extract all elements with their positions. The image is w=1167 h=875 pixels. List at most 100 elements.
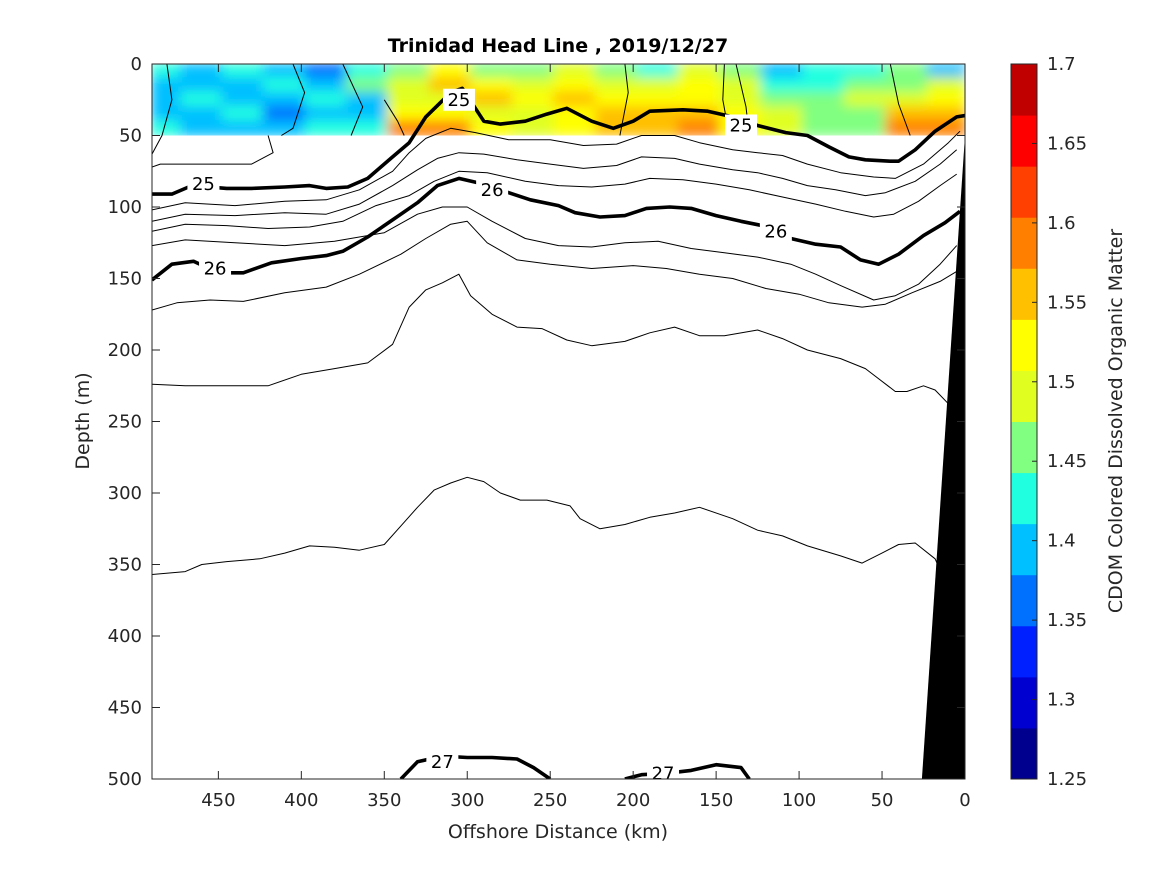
heatmap-cell <box>760 105 805 123</box>
heatmap-cell <box>304 120 348 137</box>
x-tick-label: 350 <box>367 790 401 811</box>
heatmap-cell <box>262 120 307 137</box>
heatmap-cell <box>802 120 846 137</box>
contour-label: 27 <box>652 763 675 784</box>
contour-line <box>152 206 958 301</box>
heatmap-cell <box>387 105 431 123</box>
heatmap-cell <box>345 91 390 108</box>
heatmap-cell <box>428 64 473 80</box>
heatmap-cell <box>221 120 265 137</box>
heatmap-cell <box>180 77 224 94</box>
heatmap-cell <box>511 105 556 123</box>
contour-line <box>152 135 274 168</box>
colorbar-segment <box>1011 115 1037 167</box>
heatmap-cell <box>677 120 722 137</box>
heatmap-cell <box>636 64 680 80</box>
heatmap-cell <box>387 64 431 80</box>
heatmap-cell <box>511 91 556 108</box>
colorbar-tick-label: 1.45 <box>1047 451 1087 472</box>
colorbar-segment <box>1011 421 1037 474</box>
contour-line <box>152 64 173 155</box>
colorbar-segment <box>1011 625 1037 678</box>
heatmap-cell <box>719 64 763 80</box>
colorbar-tick-label: 1.55 <box>1047 292 1087 313</box>
heatmap-cell <box>387 91 431 108</box>
heatmap-cell <box>180 64 224 80</box>
heatmap-cell <box>553 77 597 94</box>
colorbar-tick-label: 1.7 <box>1047 54 1076 75</box>
contour-label-bg <box>647 762 680 779</box>
y-tick-label: 250 <box>108 412 142 433</box>
heatmap-cell <box>221 91 265 108</box>
contour-line <box>152 476 958 601</box>
heatmap-cell <box>885 105 929 123</box>
colorbar-tick-label: 1.6 <box>1047 213 1076 234</box>
heatmap-cell <box>843 120 888 137</box>
contour-line-27 <box>624 762 751 779</box>
colorbar-segment <box>1011 574 1037 627</box>
contour-label-bg <box>725 114 758 137</box>
heatmap-cell <box>553 91 597 108</box>
colorbar-segment <box>1011 727 1037 780</box>
colorbar-segment <box>1011 268 1037 320</box>
colorbar-segment <box>1011 472 1037 525</box>
heatmap-cell <box>345 120 390 137</box>
y-tick-label: 200 <box>108 340 142 361</box>
heatmap-cell <box>802 77 846 94</box>
heatmap-cell <box>262 91 307 108</box>
heatmap-cell <box>843 64 888 80</box>
heatmap-cell <box>760 77 805 94</box>
heatmap-cell <box>636 120 680 137</box>
chart-title: Trinidad Head Line , 2019/12/27 <box>388 35 728 57</box>
heatmap-cell <box>304 91 348 108</box>
heatmap-cell <box>470 77 514 94</box>
y-tick-label: 450 <box>108 698 142 719</box>
x-tick-label: 200 <box>616 790 650 811</box>
heatmap-mask <box>152 135 965 779</box>
x-tick-label: 100 <box>782 790 816 811</box>
heatmap-cell <box>221 64 265 80</box>
heatmap-cell <box>221 105 265 123</box>
colorbar-segment <box>1011 217 1037 269</box>
heatmap-cells <box>152 64 965 137</box>
heatmap-cell <box>180 105 224 123</box>
heatmap-cell <box>594 91 639 108</box>
heatmap-cell <box>636 91 680 108</box>
contour-line-26 <box>152 176 962 282</box>
colorbar-segment <box>1011 523 1037 576</box>
colorbar-segment <box>1011 676 1037 729</box>
heatmap-cell <box>470 91 514 108</box>
contour-label-bg <box>199 257 232 280</box>
y-tick-label: 400 <box>108 626 142 647</box>
heatmap-cell <box>843 91 888 108</box>
heatmap-cell <box>677 77 722 94</box>
colorbar-segment <box>1011 64 1037 116</box>
contour-line <box>152 220 957 311</box>
heatmap-cell <box>152 105 183 123</box>
heatmap-cell <box>152 77 183 94</box>
contour-line-27 <box>399 754 552 779</box>
colorbar-tick-label: 1.65 <box>1047 133 1087 154</box>
heatmap-cell <box>885 120 929 137</box>
heatmap-cell <box>636 77 680 94</box>
y-axis-title: Depth (m) <box>72 372 94 469</box>
heatmap-cell <box>926 105 965 123</box>
colorbar-segment <box>1011 370 1037 422</box>
heatmap-cell <box>760 64 805 80</box>
bathymetry <box>921 135 965 779</box>
x-tick-label: 250 <box>533 790 567 811</box>
heatmap-cell <box>180 91 224 108</box>
contour-label-bg <box>426 750 459 773</box>
heatmap-cell <box>926 91 965 108</box>
heatmap-cell <box>304 64 348 80</box>
colorbar-tick-label: 1.5 <box>1047 372 1076 393</box>
heatmap-cell <box>345 105 390 123</box>
contour-line <box>383 99 405 136</box>
y-tick-label: 300 <box>108 483 142 504</box>
heatmap-cell <box>511 64 556 80</box>
x-tick-label: 150 <box>699 790 733 811</box>
y-tick-label: 150 <box>108 269 142 290</box>
contour-label: 25 <box>730 115 753 136</box>
heatmap-cell <box>387 120 431 137</box>
